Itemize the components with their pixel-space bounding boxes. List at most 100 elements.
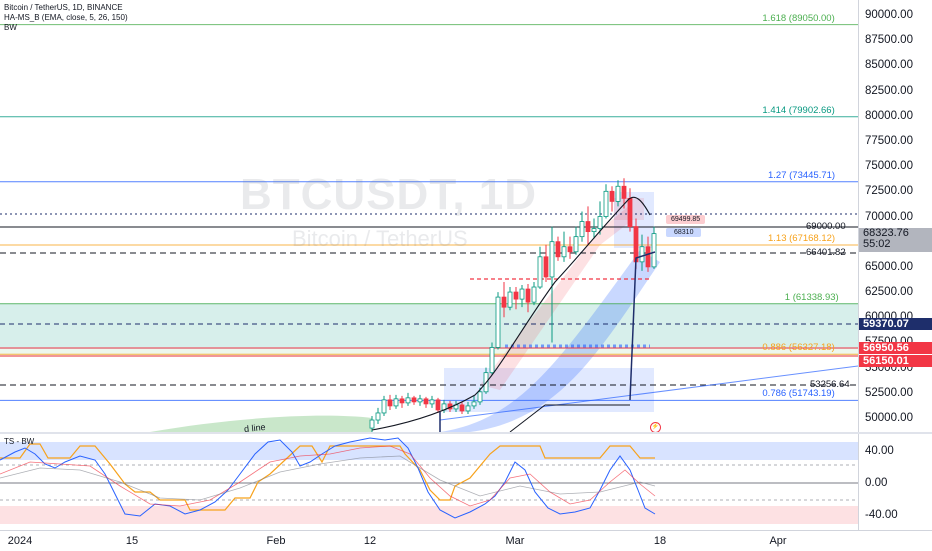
oscillator-canvas[interactable] <box>0 434 858 530</box>
candle-body <box>537 256 543 288</box>
price-tick: 82500.00 <box>865 84 913 97</box>
candle-body <box>519 288 525 300</box>
candle-body <box>561 246 567 258</box>
price-tick: 52500.00 <box>865 386 913 399</box>
trend-band-green <box>150 415 372 432</box>
price-tick: 50000.00 <box>865 412 913 424</box>
price-badge-56150: 56150.01 <box>859 355 932 367</box>
candle-body <box>501 296 507 308</box>
time-label-18: 18 <box>653 535 667 547</box>
label-69499: 69499.85 <box>666 215 706 224</box>
price-chart-canvas[interactable] <box>0 0 858 432</box>
current-price-value: 68323.76 <box>863 227 909 239</box>
trend-line-label: d line <box>243 421 266 432</box>
candle-body <box>489 347 495 374</box>
candle-body <box>507 291 513 308</box>
candle-body <box>609 190 615 202</box>
level-label-66401: 66401.82 <box>806 247 846 258</box>
candle-body <box>381 399 387 414</box>
main-chart-pane[interactable]: BTCUSDT, 1D Bitcoin / TetherUS Bitcoin /… <box>0 0 858 432</box>
osc-tick-40: 40.00 <box>865 445 894 457</box>
candle-body <box>513 291 519 300</box>
level-label-69000: 69000.00 <box>806 221 846 232</box>
price-tick: 62500.00 <box>865 286 913 299</box>
osc-blue-line <box>0 437 656 519</box>
trend-line-blue-long <box>439 365 858 421</box>
candle-body <box>471 401 477 407</box>
candle-body <box>651 233 657 268</box>
watermark-ticker: BTCUSDT, 1D <box>240 170 538 219</box>
watermark-name: Bitcoin / TetherUS <box>292 226 468 251</box>
candle-body <box>585 221 591 233</box>
candle-body <box>573 236 579 253</box>
candle-body <box>393 398 399 407</box>
candle-body <box>525 288 531 303</box>
candle-body <box>603 190 609 217</box>
candle-body <box>591 228 597 233</box>
price-axis[interactable]: 90000.00 87500.00 85000.00 82500.00 80000.00… <box>858 0 932 432</box>
time-label-apr: Apr <box>769 535 787 547</box>
candle-body <box>465 405 471 412</box>
ma-line-black <box>371 196 651 431</box>
trend-band-blue <box>440 250 660 432</box>
fib-label: 0.886 (56327.18) <box>762 342 835 354</box>
candle-body <box>495 296 501 348</box>
price-tick: 75000.00 <box>865 160 913 173</box>
candle-body <box>645 246 651 268</box>
alert-icon[interactable]: ⚡ <box>650 422 661 432</box>
price-tick: 65000.00 <box>865 260 913 273</box>
candles-group <box>369 178 657 432</box>
oscillator-axis[interactable]: 40.00 0.00 -40.00 <box>858 434 932 530</box>
candle-body <box>399 398 405 404</box>
osc-tick-0: 0.00 <box>865 477 888 489</box>
candle-body <box>567 246 573 253</box>
fib-label: 0.786 (51743.19) <box>762 388 835 400</box>
osc-red-line <box>0 445 656 507</box>
countdown-timer: 55:02 <box>863 238 891 250</box>
candle-body <box>369 419 375 429</box>
legend-symbol[interactable]: Bitcoin / TetherUS, 1D, BINANCE <box>4 3 123 12</box>
candle-body <box>633 226 639 263</box>
price-badge-56950: 56950.56 <box>859 342 932 354</box>
current-price-badge: 68323.76 55:02 <box>859 228 932 252</box>
legend-indicator-bw[interactable]: BW <box>4 23 17 32</box>
candle-body <box>375 412 381 421</box>
legend-indicator-ha-ms[interactable]: HA-MS_B (EMA, close, 5, 26, 150) <box>4 13 128 22</box>
price-tick: 80000.00 <box>865 109 913 122</box>
price-tick: 70000.00 <box>865 210 913 223</box>
candle-body <box>387 399 393 407</box>
candle-body <box>555 241 561 258</box>
candle-body <box>477 391 483 403</box>
candle-body <box>435 399 441 411</box>
trend-band-red <box>480 205 630 390</box>
price-tick: 77500.00 <box>865 134 913 147</box>
fib-label: 1.27 (73445.71) <box>768 169 836 181</box>
candle-body <box>639 246 645 263</box>
osc-tick-neg40: -40.00 <box>865 509 898 521</box>
candle-body <box>579 221 585 238</box>
price-tick: 87500.00 <box>865 34 913 47</box>
candle-body <box>543 256 549 278</box>
pane-separator[interactable] <box>0 432 932 434</box>
candle-body <box>405 397 411 404</box>
ma-line-navy <box>439 251 656 432</box>
candle-body <box>627 197 633 227</box>
time-label-mar: Mar <box>505 535 525 547</box>
fib-label: 1.13 (67168.12) <box>768 233 836 245</box>
price-tick: 90000.00 <box>865 9 913 21</box>
candle-body <box>423 398 429 405</box>
oscillator-pane[interactable]: TS - BW <box>0 434 858 530</box>
level-label-53256: 53256.64 <box>810 379 850 390</box>
candle-body <box>417 398 423 403</box>
candle-body <box>615 185 621 202</box>
candle-body <box>411 397 417 403</box>
time-axis[interactable]: 2024 15 Feb 12 Mar 18 Apr <box>0 530 932 551</box>
price-badge-59370: 59370.07 <box>859 318 932 330</box>
candle-body <box>459 404 465 412</box>
osc-orange-line <box>0 443 655 511</box>
time-label-2024: 2024 <box>7 535 33 547</box>
oscillator-title[interactable]: TS - BW <box>4 437 35 446</box>
fib-label: 1 (61338.93) <box>784 291 839 303</box>
candle-body <box>597 216 603 229</box>
fib-label: 1.414 (79902.66) <box>762 104 835 116</box>
